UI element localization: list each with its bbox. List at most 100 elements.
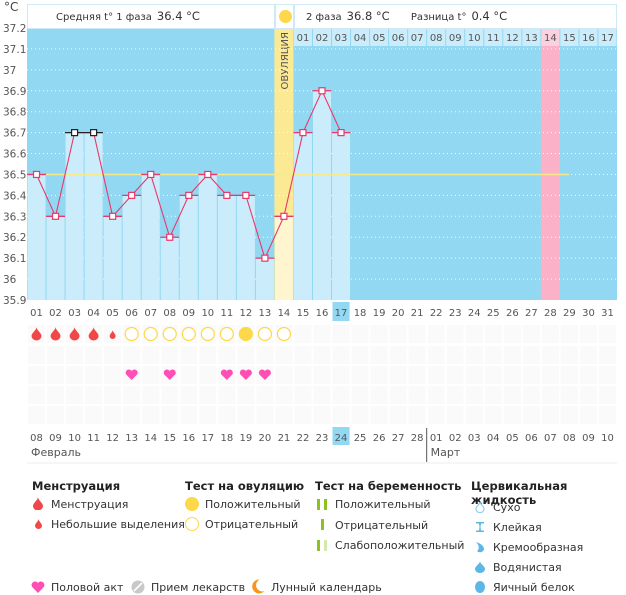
blood-drop-icon — [33, 497, 43, 510]
top-day-label: 09 — [449, 33, 462, 44]
event-cell — [313, 386, 331, 404]
event-cell — [598, 386, 616, 404]
y-tick-label: 37.2 — [3, 23, 26, 35]
calendar-date-label: 15 — [163, 433, 176, 444]
y-tick-label: 36.2 — [3, 232, 26, 244]
ovulation-test-negative-icon — [162, 326, 177, 342]
temperature-bar — [236, 195, 255, 300]
temperature-point — [242, 191, 250, 199]
event-cell — [104, 406, 122, 424]
event-cell — [484, 325, 502, 343]
event-cell — [465, 406, 483, 424]
legend-preg-negative: Отрицательный — [335, 519, 429, 532]
temperature-bar — [141, 174, 160, 300]
temperature-bar — [65, 132, 84, 300]
event-cell — [560, 366, 578, 384]
event-cell — [560, 386, 578, 404]
legend-watery: Водянистая — [493, 561, 562, 574]
event-cell — [28, 406, 46, 424]
calendar-date-label: 24 — [335, 433, 348, 444]
event-cell — [351, 346, 369, 364]
temperature-bar — [84, 132, 103, 300]
legend-dry: Сухо — [493, 501, 521, 514]
event-cell — [313, 325, 331, 343]
event-cell — [503, 346, 521, 364]
calendar-date-label: 08 — [30, 433, 43, 444]
temperature-bar — [332, 132, 351, 300]
event-cell — [541, 406, 559, 424]
calendar-date-label: 28 — [411, 433, 424, 444]
top-day-cell — [598, 28, 617, 46]
event-cell — [351, 325, 369, 343]
calendar-date-label: 23 — [316, 433, 329, 444]
temperature-point — [32, 170, 41, 179]
menstruation-drop-icon — [50, 327, 61, 341]
cycle-day-label: 15 — [297, 308, 310, 319]
top-day-cell — [579, 28, 598, 46]
event-cell — [123, 406, 141, 424]
ovulation-test-negative-icon — [276, 326, 292, 342]
temperature-bar — [103, 216, 122, 300]
top-day-cell — [446, 28, 465, 46]
calendar-date-label: 06 — [525, 433, 538, 444]
event-cell — [351, 406, 369, 424]
temperature-bar — [293, 132, 312, 300]
legend-spotting: Небольшие выделения — [51, 518, 185, 531]
calendar-date-label: 09 — [49, 433, 62, 444]
sticky-icon — [476, 522, 484, 532]
legend-ov-positive: Положительный — [205, 498, 301, 511]
phase2-header: 2 фаза 36.8 °C Разница t° 0.4 °C — [294, 4, 617, 29]
legend-cervical-title: Цервикальная жидкость — [471, 479, 568, 507]
cycle-day-label: 23 — [449, 308, 462, 319]
event-cell — [522, 346, 540, 364]
event-cell — [85, 406, 103, 424]
phase1-header: Средняя t° 1 фаза 36.4 °C — [27, 4, 275, 29]
temperature-point — [70, 129, 79, 137]
top-day-cell — [408, 28, 427, 46]
cycle-day-label: 09 — [182, 308, 195, 319]
legend-pregnancy-title: Тест на беременность — [315, 479, 462, 493]
cycle-day-label: 16 — [316, 308, 329, 319]
y-tick-label: 36.9 — [3, 86, 26, 98]
spotting-drop-icon — [109, 330, 116, 339]
event-cell — [351, 366, 369, 384]
small-drop-icon — [35, 519, 42, 529]
calendar-date-label: 16 — [182, 433, 195, 444]
y-tick-label: 36.7 — [3, 128, 26, 140]
dry-icon — [475, 501, 485, 513]
event-cell — [522, 325, 540, 343]
phase1-value: 36.4 °C — [156, 9, 200, 23]
cycle-day-label: 26 — [506, 308, 519, 319]
legend-medication: Прием лекарств — [151, 581, 246, 594]
event-cell — [332, 346, 350, 364]
event-cell — [427, 325, 445, 343]
y-tick-label: 36.1 — [3, 253, 26, 265]
top-day-label: 17 — [601, 33, 614, 44]
calendar-date-label: 10 — [601, 433, 614, 444]
event-cell — [161, 346, 179, 364]
cycle-day-label: 01 — [30, 308, 43, 319]
moon-icon — [252, 579, 265, 594]
event-cell — [484, 346, 502, 364]
cycle-day-label: 04 — [87, 308, 100, 319]
temperature-bar — [312, 90, 332, 301]
top-day-label: 04 — [354, 33, 367, 44]
creamy-icon — [476, 542, 484, 553]
calendar-date-label: 11 — [87, 433, 100, 444]
top-day-label: 03 — [335, 33, 348, 44]
event-cell — [142, 386, 160, 404]
calendar-date-label: 08 — [563, 433, 576, 444]
event-cell — [275, 366, 293, 384]
event-cell — [142, 366, 160, 384]
event-cell — [142, 406, 160, 424]
top-day-label: 13 — [525, 33, 538, 44]
cycle-day-label: 05 — [106, 308, 119, 319]
event-cell — [522, 406, 540, 424]
pregnancy-positive-icon — [317, 499, 320, 510]
top-day-cell — [370, 28, 389, 46]
event-cell — [408, 366, 426, 384]
legend-preg-weak: Слабоположительный — [335, 539, 465, 552]
calendar-date-label: 02 — [449, 433, 462, 444]
cycle-day-label: 24 — [468, 308, 481, 319]
phase2-value: 36.8 °C — [346, 9, 390, 23]
